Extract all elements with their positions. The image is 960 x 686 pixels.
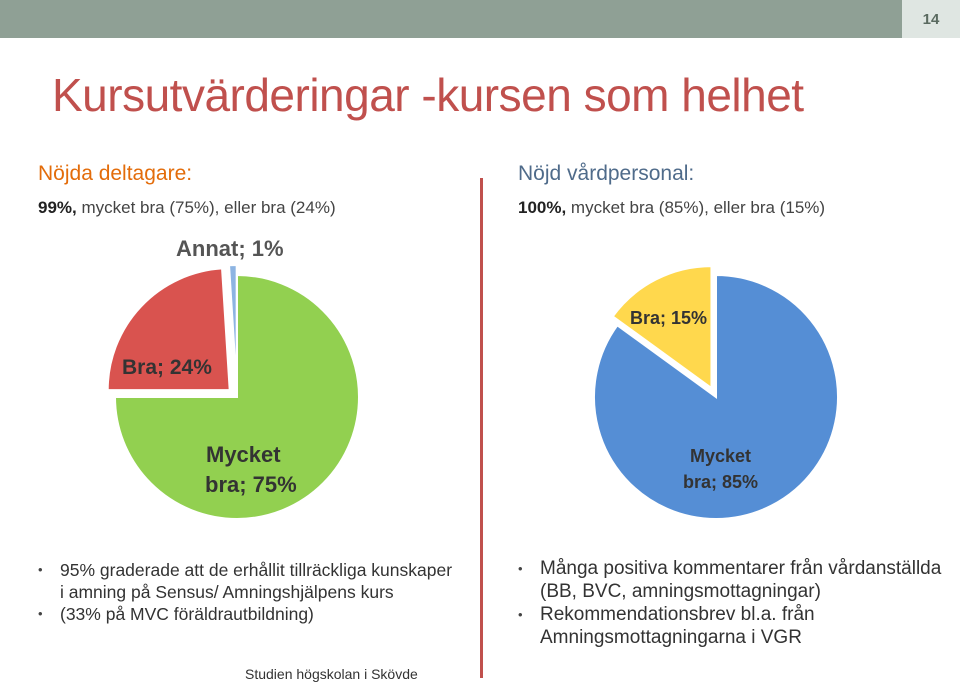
slide-title: Kursutvärderingar -kursen som helhet — [52, 69, 804, 121]
pie-label-bra-24: Bra; 24% — [122, 356, 212, 379]
right-summary: 100%, mycket bra (85%), eller bra (15%) — [518, 198, 825, 218]
right-heading: Nöjd vårdpersonal: — [518, 162, 695, 185]
pie-label-mycket-bra-85-line2: bra; 85% — [683, 472, 758, 492]
pie-slice-mycket-bra-85 — [593, 273, 839, 520]
pie-slice-bra-24 — [106, 267, 231, 392]
footer-source: Studien högskolan i Skövde — [245, 666, 418, 682]
pie-label-mycket-bra-85-line1: Mycket — [690, 446, 751, 466]
list-item: 95% graderade att de erhållit tillräckli… — [38, 559, 458, 603]
right-summary-bold: 100%, — [518, 198, 567, 217]
pie-slice-annat-1 — [227, 264, 238, 388]
left-summary-rest: mycket bra (75%), eller bra (24%) — [76, 198, 336, 217]
column-divider — [480, 178, 483, 678]
pie-label-bra-15: Bra; 15% — [630, 308, 707, 328]
left-bullet-list: 95% graderade att de erhållit tillräckli… — [38, 559, 458, 625]
slide-number: 14 — [902, 0, 960, 38]
list-item: Många positiva kommentarer från vårdanst… — [518, 557, 948, 603]
left-summary-bold: 99%, — [38, 198, 77, 217]
left-summary: 99%, mycket bra (75%), eller bra (24%) — [38, 198, 336, 218]
left-heading: Nöjda deltagare: — [38, 162, 193, 185]
right-summary-rest: mycket bra (85%), eller bra (15%) — [566, 198, 826, 217]
pie-label-annat: Annat; 1% — [176, 236, 284, 261]
pie-slice-mycket-bra-75 — [113, 273, 360, 520]
right-bullet-list: Många positiva kommentarer från vårdanst… — [518, 557, 948, 649]
pie-label-mycket-bra-75-line2: bra; 75% — [205, 472, 297, 497]
list-item: Rekommendationsbrev bl.a. från Amningsmo… — [518, 603, 948, 649]
pie-slice-bra-15 — [611, 265, 713, 391]
pie-label-mycket-bra-75-line1: Mycket — [206, 442, 281, 467]
list-item: (33% på MVC föräldrautbildning) — [38, 603, 458, 625]
top-bar — [0, 0, 960, 38]
